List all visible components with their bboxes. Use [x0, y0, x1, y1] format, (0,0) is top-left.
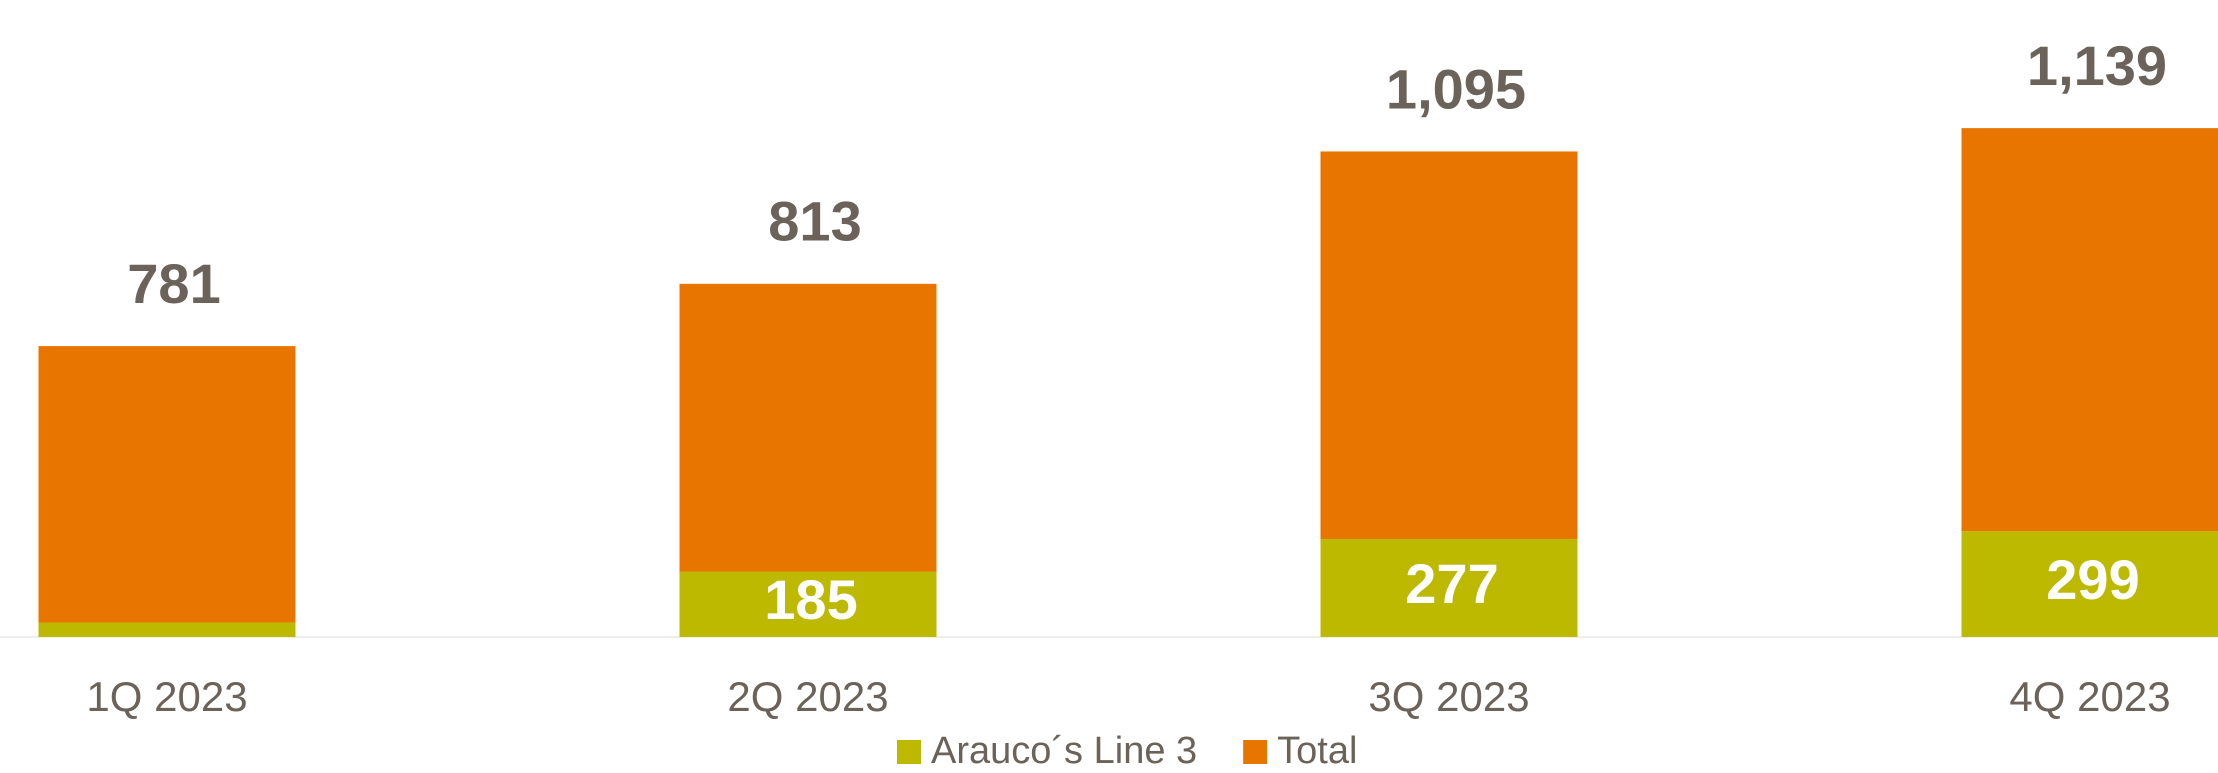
bar-segment — [1320, 538, 1578, 637]
x-tick-label: 3Q 2023 — [1368, 673, 1529, 720]
total-label: 813 — [768, 190, 861, 253]
total-label: 1,095 — [1386, 57, 1526, 120]
segment-label: 185 — [764, 568, 857, 631]
segment-label: 277 — [1405, 552, 1498, 615]
legend-label: Arauco´s Line 3 — [931, 730, 1197, 772]
bar-segment — [1320, 151, 1578, 539]
total-label: 781 — [127, 252, 220, 315]
legend-swatch — [897, 740, 921, 764]
bar-segment — [1961, 128, 2218, 532]
bar-segment — [38, 346, 296, 623]
legend-swatch — [1243, 740, 1268, 764]
x-tick-label: 1Q 2023 — [86, 673, 247, 720]
x-tick-label: 4Q 2023 — [2009, 673, 2170, 720]
bar-segment — [679, 571, 937, 637]
bar-segment — [38, 622, 296, 637]
bar-segment — [679, 283, 937, 572]
bar-segment — [1961, 531, 2218, 637]
segment-label: 299 — [2046, 548, 2139, 611]
total-label: 1,139 — [2027, 34, 2167, 97]
x-tick-label: 2Q 2023 — [727, 673, 888, 720]
legend-label: Total — [1277, 730, 1357, 772]
